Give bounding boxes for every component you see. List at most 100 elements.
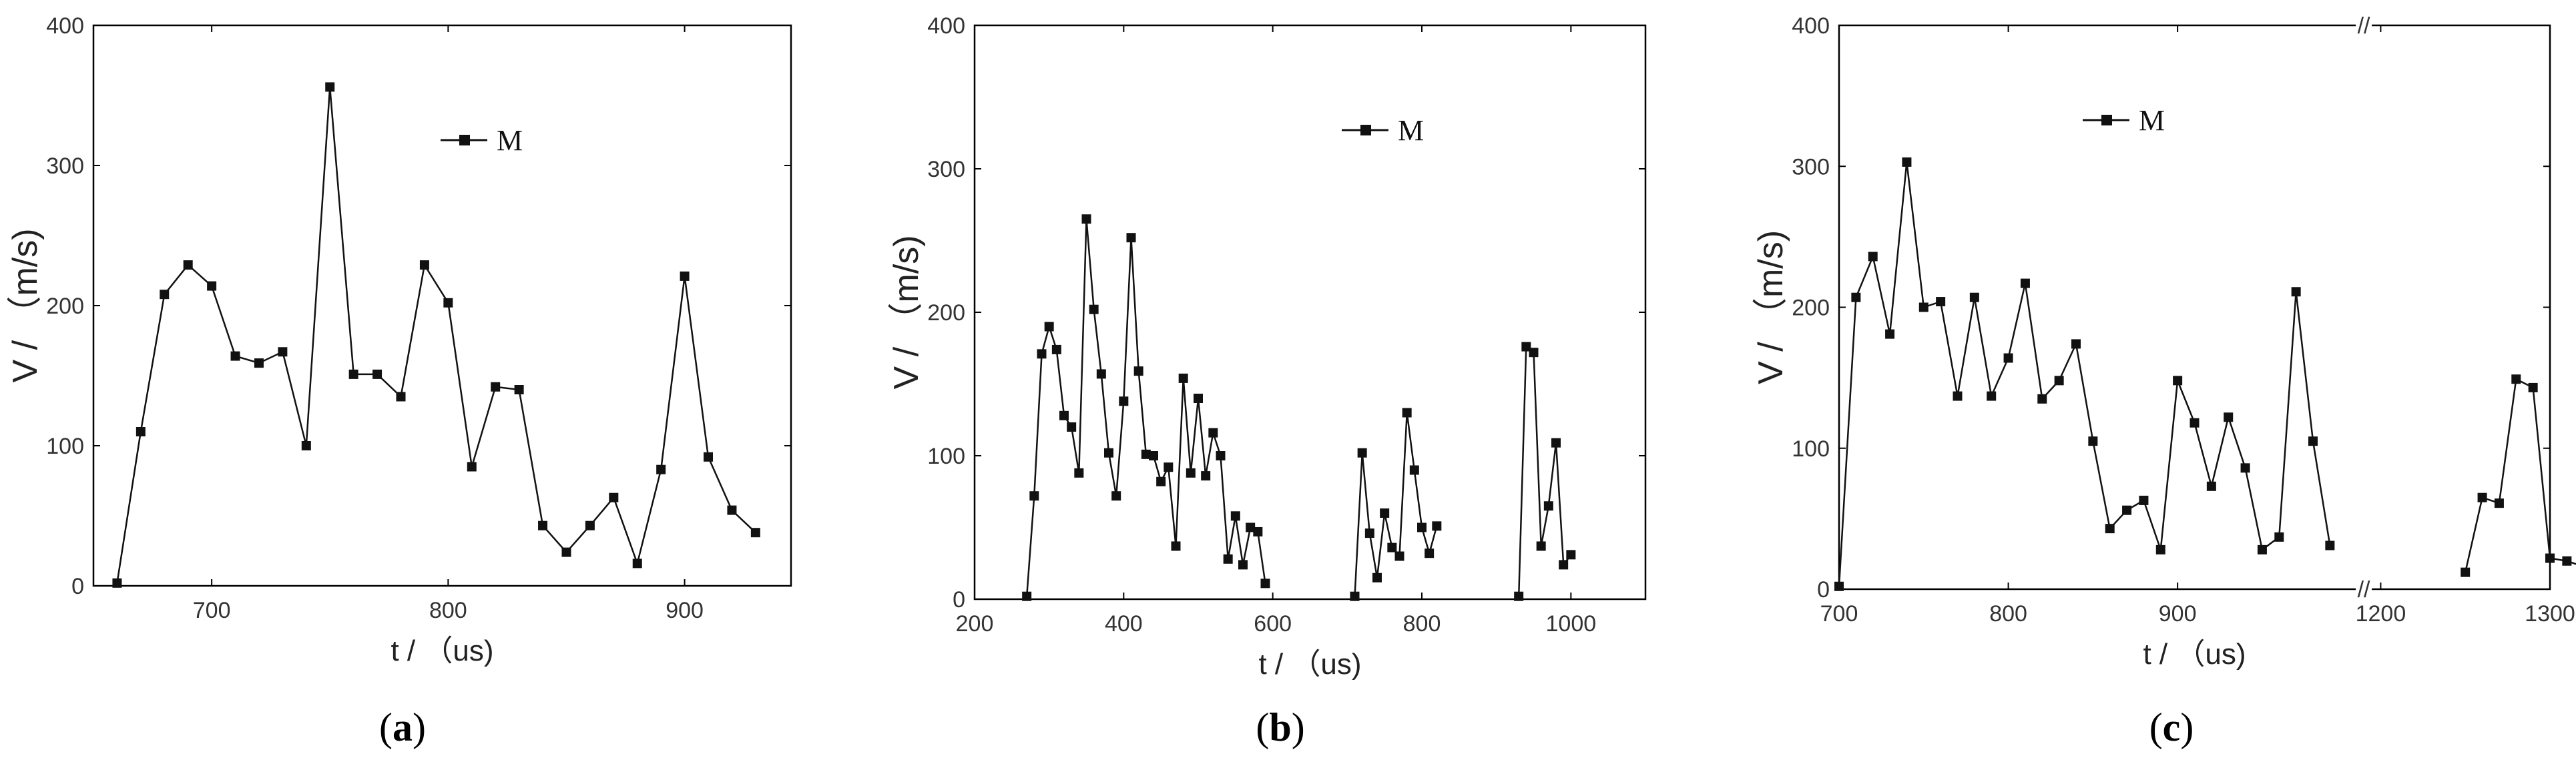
- data-point: [514, 385, 524, 394]
- data-point: [1529, 348, 1539, 358]
- data-point: [1126, 233, 1136, 243]
- data-point: [538, 520, 548, 530]
- data-point: [1223, 554, 1233, 564]
- data-point: [1969, 292, 1979, 302]
- caption-paren-close: ): [2180, 705, 2194, 749]
- data-point: [2189, 418, 2200, 428]
- data-point: [301, 441, 311, 450]
- data-point: [2037, 394, 2047, 404]
- data-point: [1543, 501, 1553, 511]
- data-point: [2477, 492, 2487, 502]
- data-point: [1380, 508, 1390, 518]
- data-point: [2257, 544, 2267, 554]
- data-point: [348, 369, 358, 379]
- y-tick-label: 300: [1792, 154, 1830, 179]
- data-point: [325, 82, 335, 92]
- data-point: [1387, 542, 1397, 552]
- data-point: [1156, 476, 1166, 486]
- y-axis-label: V / （m/s): [887, 235, 926, 389]
- data-point: [1111, 491, 1121, 501]
- x-tick-label: 700: [1820, 601, 1858, 627]
- data-point: [491, 382, 501, 392]
- data-point: [1037, 349, 1047, 359]
- data-point: [2139, 495, 2149, 505]
- y-tick-label: 0: [1817, 577, 1830, 603]
- data-point: [2054, 376, 2064, 386]
- panel-a: 0 100 200 300 400 700 800 900 V / （m/s) t / （us) M…: [6, 13, 792, 749]
- data-point: [680, 271, 690, 281]
- data-point: [1059, 410, 1069, 420]
- data-point: [1834, 581, 1844, 591]
- data-point: [2020, 278, 2030, 288]
- data-point: [2003, 353, 2013, 363]
- data-point: [1559, 560, 1569, 570]
- y-tick-label: 300: [46, 153, 84, 179]
- y-tick-label: 0: [953, 587, 965, 613]
- y-tick-label: 300: [927, 157, 965, 182]
- y-axis-label: V / （m/s): [6, 228, 45, 382]
- data-point: [750, 528, 760, 538]
- caption-letter: c: [2163, 705, 2181, 749]
- caption-paren-close: ): [1292, 705, 1305, 749]
- panel-c: 0 100 200 300 400 700 800 900 1200 1300 // // V / （m…: [1752, 13, 2576, 749]
- data-point: [1357, 448, 1367, 458]
- data-point: [609, 492, 619, 502]
- data-point: [1521, 342, 1531, 352]
- data-point: [1514, 591, 1524, 601]
- panel-b: 0 100 200 300 400 200 400 600 800 1000 V / （m/s) t …: [887, 13, 1647, 749]
- caption-paren-open: (: [1256, 705, 1269, 749]
- axis-break-mark: //: [2358, 13, 2370, 39]
- data-point: [1364, 528, 1374, 538]
- data-point: [2206, 481, 2216, 491]
- data-point: [1987, 391, 1997, 401]
- data-point: [1953, 391, 1963, 401]
- data-point: [1051, 344, 1061, 354]
- series-line: [1838, 161, 2331, 587]
- y-tick-label: 100: [1792, 436, 1830, 462]
- plot-frame: [1838, 24, 2551, 591]
- data-point: [467, 462, 477, 472]
- x-axis-label: t / （us): [391, 635, 493, 667]
- x-tick-label: 800: [429, 598, 467, 623]
- data-point: [1133, 366, 1143, 376]
- x-tick-label: 800: [1403, 611, 1441, 637]
- legend-marker: [459, 135, 470, 145]
- axis-break-gap: [2356, 585, 2372, 593]
- data-point: [207, 281, 217, 291]
- x-axis-label: t / （us): [2143, 638, 2246, 671]
- data-point: [1164, 462, 1174, 472]
- data-point: [443, 298, 453, 308]
- caption-letter: a: [393, 705, 413, 749]
- data-point: [1851, 292, 1861, 302]
- plot-frame: [973, 24, 1647, 601]
- data-point: [2511, 374, 2521, 384]
- data-point: [1260, 579, 1270, 589]
- data-point: [1425, 548, 1435, 558]
- axis-break-gap: [2356, 21, 2372, 29]
- x-tick-label: 900: [2159, 601, 2197, 627]
- x-tick-label: 1000: [1546, 611, 1597, 637]
- data-point: [160, 290, 170, 300]
- data-point: [1119, 396, 1129, 406]
- data-point: [2224, 412, 2234, 422]
- data-point: [2562, 556, 2572, 566]
- data-point: [1566, 550, 1576, 560]
- data-point: [1432, 521, 1442, 531]
- data-point: [2494, 498, 2504, 508]
- data-point: [372, 369, 382, 379]
- y-tick-label: 400: [927, 13, 965, 39]
- data-point: [2274, 532, 2284, 542]
- series-line: [1517, 345, 1572, 597]
- data-point: [1149, 451, 1158, 460]
- data-point: [183, 260, 193, 270]
- panel-caption: (c): [2149, 705, 2194, 749]
- data-point: [1194, 394, 1203, 403]
- data-point: [254, 358, 264, 368]
- y-tick-label: 200: [46, 294, 84, 319]
- series-line: [1025, 219, 1266, 597]
- data-point: [396, 392, 406, 402]
- data-point: [278, 347, 288, 357]
- panel-caption: (a): [379, 705, 426, 749]
- y-axis-label: V / （m/s): [1752, 230, 1790, 384]
